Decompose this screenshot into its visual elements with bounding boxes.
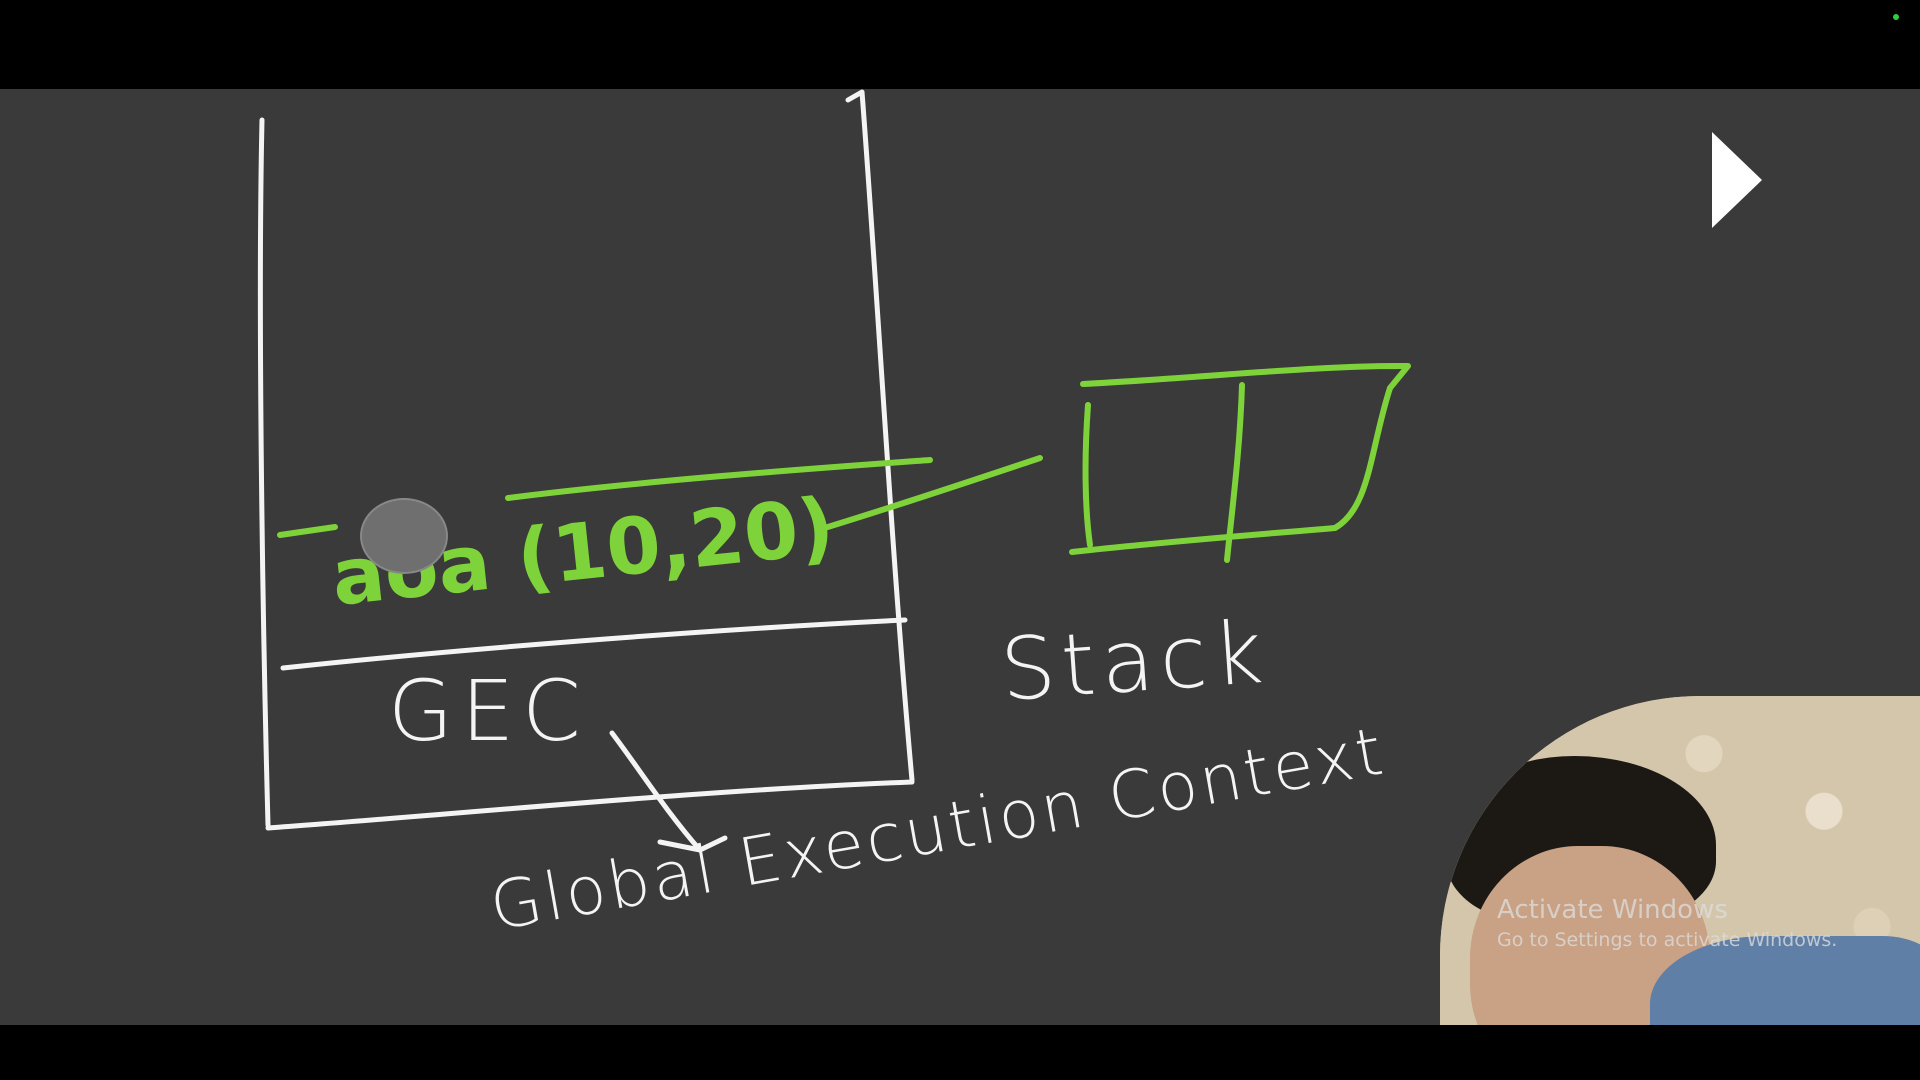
stack-right-wall (845, 89, 915, 783)
activate-windows-watermark: Activate Windows Go to Settings to activ… (1497, 895, 1837, 951)
play-button[interactable] (1712, 132, 1766, 228)
gec-label: GEC (388, 662, 589, 760)
top-letterbox (0, 0, 1920, 89)
gec-arrow-shaft (609, 730, 703, 853)
bottom-letterbox (0, 1025, 1920, 1080)
stack-sketch-bottom (1069, 525, 1338, 555)
stack-sketch-middle (1224, 382, 1245, 563)
webcam-overlay (1440, 696, 1920, 1080)
stack-sketch-right (1332, 385, 1393, 531)
play-icon (1712, 132, 1762, 228)
status-dot (1893, 14, 1899, 20)
gec-arrow-head (657, 835, 728, 853)
stack-sketch-left (1082, 402, 1093, 548)
watermark-title: Activate Windows (1497, 895, 1728, 925)
frame-top-line (505, 457, 933, 501)
stack-left-wall (257, 117, 271, 828)
frame-right-tick (815, 455, 1043, 533)
stack-bottom (265, 779, 915, 831)
gec-divider (280, 617, 908, 671)
pointer-highlight (360, 498, 448, 574)
stack-label: Stack (997, 602, 1271, 720)
watermark-subtitle: Go to Settings to activate Windows. (1497, 929, 1838, 951)
stack-sketch-top (1080, 362, 1411, 391)
frame-left-tick (277, 524, 338, 538)
